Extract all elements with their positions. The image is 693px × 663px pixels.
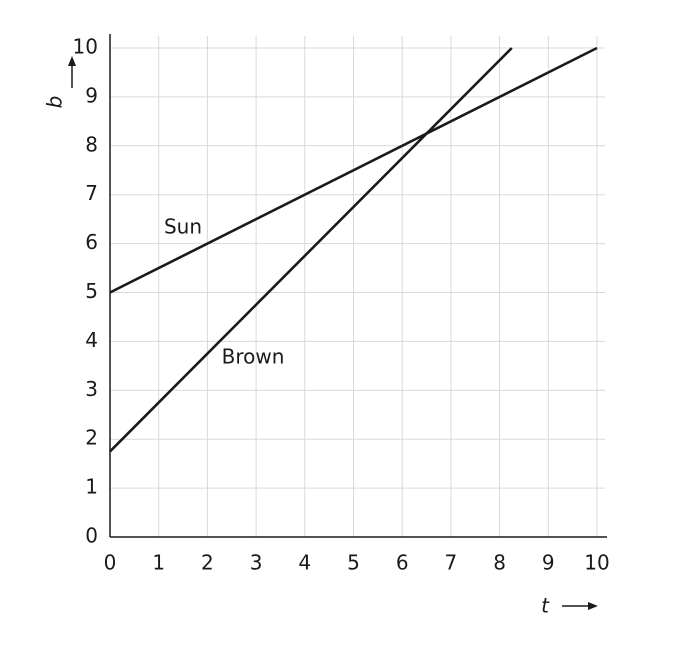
x-tick-label: 3: [250, 551, 263, 575]
series-label: Brown: [222, 345, 285, 369]
y-tick-label: 2: [85, 426, 98, 450]
y-axis-label: b: [43, 96, 67, 109]
grid: [109, 36, 605, 538]
series-line: [109, 46, 598, 294]
y-tick-label: 9: [85, 83, 98, 107]
x-tick-label: 6: [396, 551, 409, 575]
y-tick-label: 0: [85, 524, 98, 548]
y-tick-label: 8: [85, 132, 98, 156]
y-tick-label: 10: [73, 35, 98, 59]
y-tick-label: 6: [85, 230, 98, 254]
x-tick-label: 8: [493, 551, 506, 575]
y-tick-label: 3: [85, 377, 98, 401]
x-tick-label: 9: [542, 551, 555, 575]
x-tick-label: 0: [104, 551, 117, 575]
y-tick-label: 4: [85, 328, 98, 352]
x-axis-arrowhead: [588, 602, 598, 610]
series-line: [109, 47, 513, 453]
y-axis-arrowhead: [68, 56, 76, 66]
y-tick-label: 1: [85, 475, 98, 499]
x-tick-label: 4: [298, 551, 311, 575]
x-tick-label: 1: [152, 551, 165, 575]
series-label: Sun: [164, 215, 202, 239]
x-tick-label: 5: [347, 551, 360, 575]
x-tick-label: 2: [201, 551, 214, 575]
plot: [109, 46, 598, 453]
y-tick-label: 7: [85, 181, 98, 205]
x-axis-label: t: [541, 594, 550, 618]
x-tick-label: 7: [445, 551, 458, 575]
y-tick-label: 5: [85, 279, 98, 303]
x-tick-label: 10: [584, 551, 609, 575]
